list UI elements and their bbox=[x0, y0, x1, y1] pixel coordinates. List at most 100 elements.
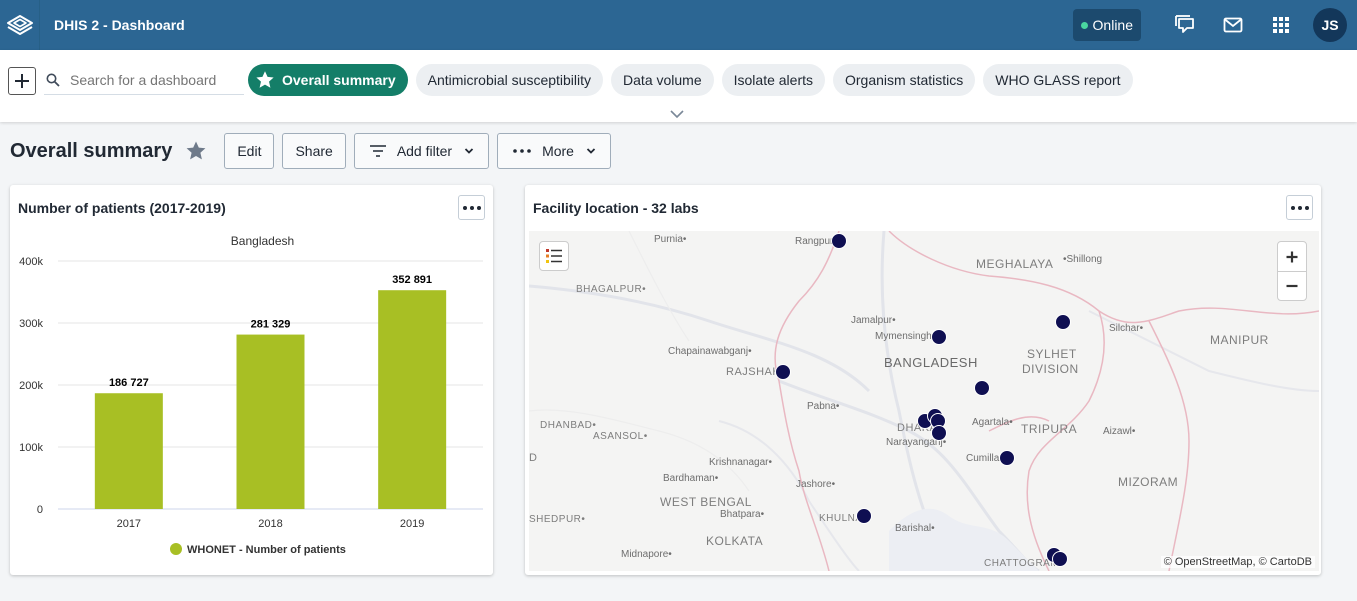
star-icon bbox=[186, 141, 206, 160]
zoom-in-button[interactable] bbox=[1278, 242, 1306, 271]
online-status-badge: Online bbox=[1072, 9, 1141, 41]
y-tick-label: 300k bbox=[19, 318, 43, 330]
dot-icon bbox=[1297, 205, 1302, 210]
map-label: Narayanganj• bbox=[886, 437, 947, 448]
chip-organism-statistics[interactable]: Organism statistics bbox=[833, 64, 976, 96]
facility-marker[interactable] bbox=[974, 380, 990, 396]
interpretations-button[interactable] bbox=[1161, 0, 1209, 50]
add-filter-button[interactable]: Add filter bbox=[353, 133, 490, 169]
page-title: Overall summary bbox=[10, 139, 173, 162]
plus-icon bbox=[1286, 251, 1298, 262]
zoom-out-button[interactable] bbox=[1278, 271, 1306, 300]
chip-label: Overall summary bbox=[282, 72, 396, 88]
new-dashboard-button[interactable] bbox=[8, 67, 36, 95]
apps-grid-icon bbox=[1273, 17, 1289, 33]
facility-marker[interactable] bbox=[1052, 551, 1068, 567]
map-label: RAJSHAHI bbox=[726, 366, 785, 378]
bar bbox=[378, 290, 447, 509]
map-label: Agartala• bbox=[972, 417, 1013, 428]
chip-who-glass-report[interactable]: WHO GLASS report bbox=[983, 64, 1133, 96]
y-tick-label: 200k bbox=[19, 380, 43, 392]
dhis2-logo[interactable] bbox=[0, 0, 40, 50]
app-title: DHIS 2 - Dashboard bbox=[54, 17, 185, 33]
apps-menu-button[interactable] bbox=[1257, 0, 1305, 50]
map-label: •Shillong bbox=[1063, 254, 1103, 265]
map-card-title: Facility location - 32 labs bbox=[533, 200, 699, 216]
online-dot-icon bbox=[1080, 21, 1088, 29]
minus-icon bbox=[1286, 284, 1298, 288]
star-icon bbox=[256, 71, 274, 88]
map-label: Rangpur• bbox=[795, 236, 837, 247]
bar-chart: Bangladesh 0 100k 200k 300k 400k 186 727 2017 28… bbox=[19, 234, 483, 556]
dhis2-logo-icon bbox=[6, 15, 33, 35]
map-label: DIVISION bbox=[1022, 362, 1079, 376]
map-label: SHEDPUR• bbox=[529, 514, 586, 525]
chevron-down-icon bbox=[670, 110, 684, 119]
map-label: Chapainawabganj• bbox=[668, 346, 752, 357]
dot-icon bbox=[469, 205, 474, 210]
map-label: Cumilla bbox=[966, 453, 1000, 464]
map-label: SYLHET bbox=[1027, 347, 1077, 361]
legend-list-icon bbox=[546, 249, 562, 263]
map-background bbox=[529, 231, 1319, 571]
map-label: Purnia• bbox=[654, 234, 687, 245]
map-zoom-control bbox=[1277, 241, 1307, 301]
map-label: Bhatpara• bbox=[720, 509, 765, 520]
facility-marker[interactable] bbox=[831, 233, 847, 249]
more-label: More bbox=[542, 143, 574, 159]
search-icon bbox=[46, 73, 60, 87]
map-label: Aizawl• bbox=[1103, 426, 1136, 437]
dot-icon bbox=[462, 205, 467, 210]
map-label: CHATTOGRAM bbox=[984, 558, 1060, 569]
filter-icon bbox=[369, 145, 386, 157]
y-tick-label: 100k bbox=[19, 442, 43, 454]
more-button[interactable]: More bbox=[497, 133, 611, 169]
map-label: Mymensingh• bbox=[875, 331, 936, 342]
facility-marker[interactable] bbox=[931, 425, 947, 441]
star-dashboard-button[interactable] bbox=[184, 139, 208, 163]
edit-button[interactable]: Edit bbox=[224, 133, 275, 169]
dashboard-search bbox=[44, 65, 244, 95]
map-label: D bbox=[529, 452, 538, 464]
map-label: Midnapore• bbox=[621, 549, 672, 560]
chart-card-menu-button[interactable] bbox=[458, 195, 485, 220]
chart-subtitle: Bangladesh bbox=[231, 234, 294, 248]
map-label: Krishnanagar• bbox=[709, 457, 772, 468]
map-card-menu-button[interactable] bbox=[1286, 195, 1313, 220]
map-label: MIZORAM bbox=[1118, 475, 1179, 489]
map-label: MANIPUR bbox=[1210, 333, 1269, 347]
map-label: BHAGALPUR• bbox=[576, 284, 647, 295]
bar bbox=[236, 334, 305, 509]
map-legend-button[interactable] bbox=[539, 241, 569, 271]
chip-label: Antimicrobial susceptibility bbox=[427, 72, 592, 88]
y-tick-label: 0 bbox=[37, 504, 43, 516]
facility-marker[interactable] bbox=[775, 364, 791, 380]
chevron-down-icon bbox=[464, 148, 474, 154]
expand-dashboards-button[interactable] bbox=[669, 106, 685, 124]
more-dots-icon bbox=[513, 149, 531, 153]
edit-label: Edit bbox=[237, 143, 262, 159]
chip-isolate-alerts[interactable]: Isolate alerts bbox=[721, 64, 825, 96]
dashboard-bar: Overall summary Antimicrobial susceptibi… bbox=[0, 50, 1357, 122]
chip-antimicrobial-susceptibility[interactable]: Antimicrobial susceptibility bbox=[415, 64, 604, 96]
header-bar: DHIS 2 - Dashboard Online bbox=[0, 0, 1357, 50]
search-input[interactable] bbox=[70, 71, 240, 88]
map-label: Bardhaman• bbox=[663, 473, 719, 484]
chip-data-volume[interactable]: Data volume bbox=[611, 64, 714, 96]
chip-overall-summary[interactable]: Overall summary bbox=[248, 64, 408, 96]
map-label: Jashore• bbox=[796, 479, 836, 490]
chip-label: WHO GLASS report bbox=[995, 72, 1121, 88]
add-filter-label: Add filter bbox=[396, 143, 453, 159]
facility-map[interactable]: Purnia• Rangpur• MEGHALAYA •Shillong BHA… bbox=[529, 231, 1319, 571]
map-label: WEST BENGAL bbox=[660, 495, 752, 509]
facility-map-card: Facility location - 32 labs Purnia• Rang… bbox=[525, 185, 1321, 575]
share-button[interactable]: Share bbox=[282, 133, 346, 169]
facility-marker[interactable] bbox=[856, 508, 872, 524]
messages-button[interactable] bbox=[1209, 0, 1257, 50]
facility-marker[interactable] bbox=[931, 329, 947, 345]
facility-marker[interactable] bbox=[1055, 314, 1071, 330]
dot-icon bbox=[1304, 205, 1309, 210]
chip-label: Data volume bbox=[623, 72, 702, 88]
facility-marker[interactable] bbox=[999, 450, 1015, 466]
user-avatar[interactable]: JS bbox=[1313, 8, 1347, 42]
